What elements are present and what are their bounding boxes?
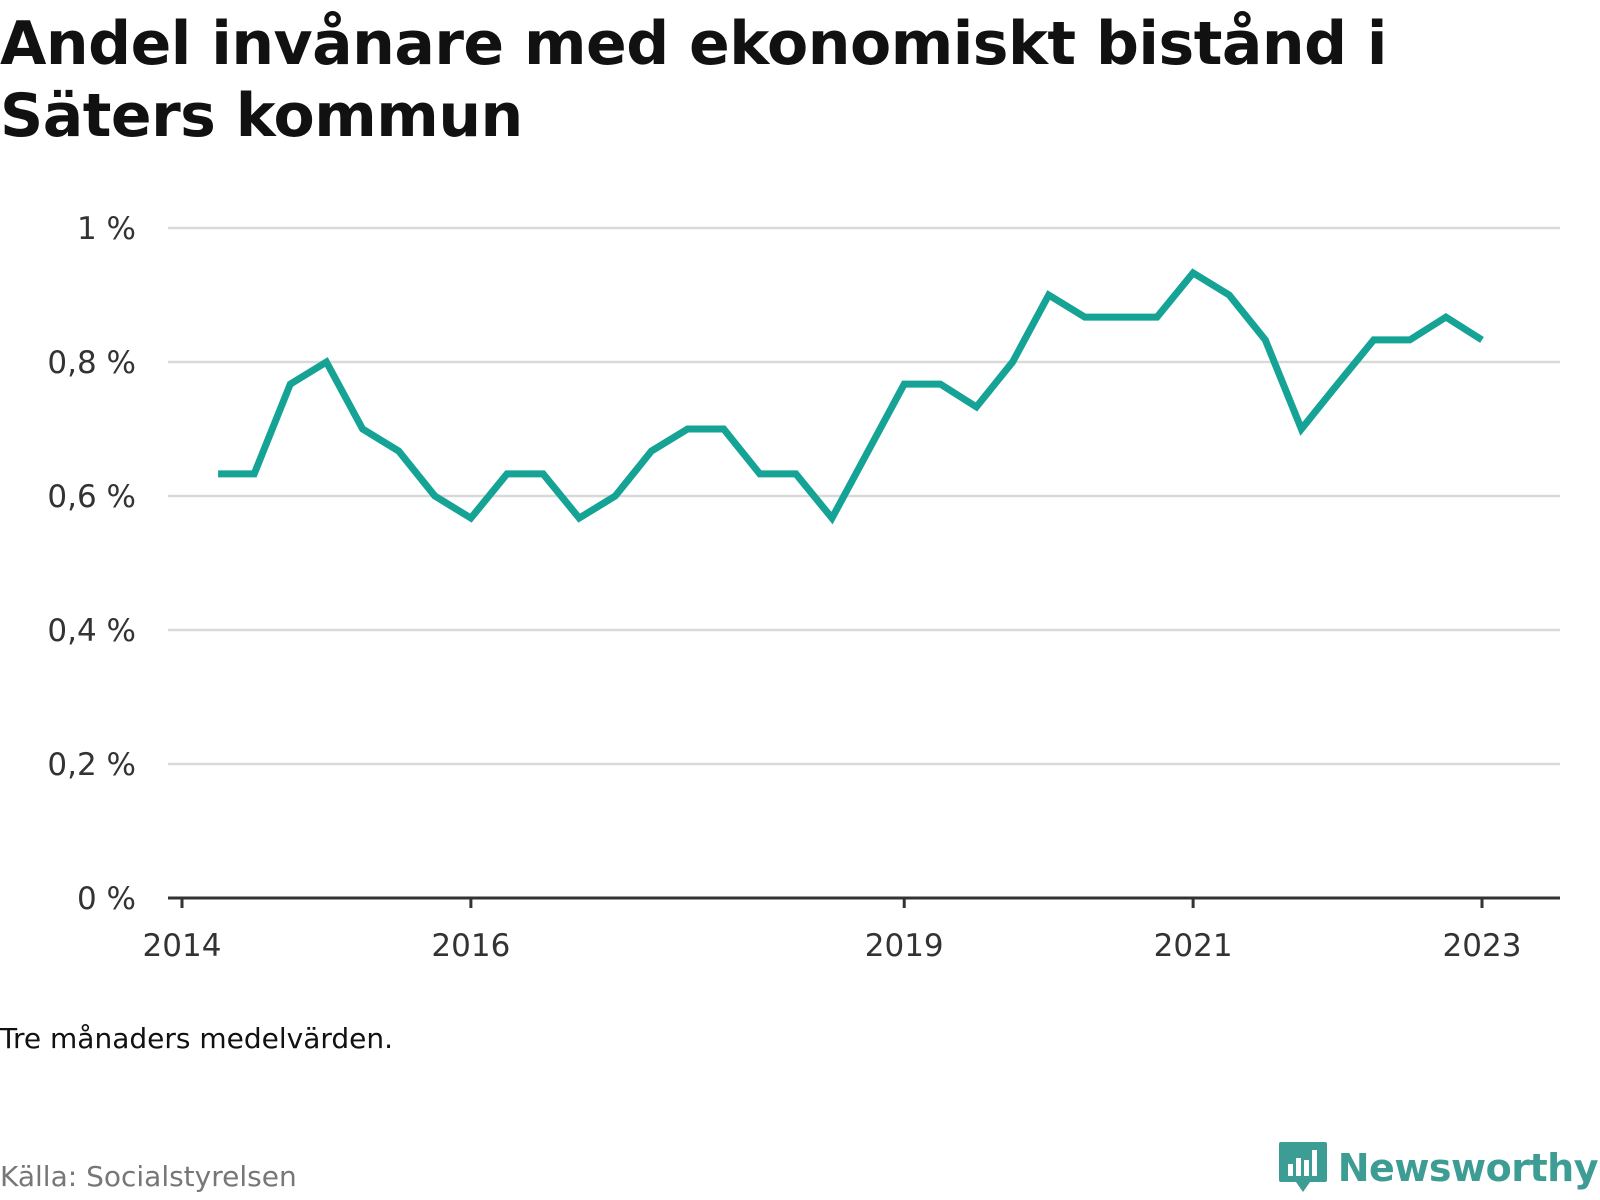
newsworthy-logo-icon	[1278, 1142, 1327, 1192]
x-tick-label: 2016	[431, 928, 510, 964]
y-axis-ticks: 0 % 0,2 % 0,4 % 0,6 % 0,8 % 1 %	[47, 211, 136, 917]
series-layer	[218, 268, 1484, 525]
x-tick-label: 2023	[1443, 928, 1522, 964]
source-label: Källa: Socialstyrelsen	[0, 1160, 297, 1193]
x-tick-label: 2021	[1154, 928, 1233, 964]
x-tick-label: 2014	[143, 928, 222, 964]
line-chart: 0 %0,2 %0,4 %0,6 %0,8 %1 % 2014 2016 2019 2…	[47, 211, 1560, 964]
brand-logo[interactable]: Newsworthy	[1278, 1140, 1599, 1196]
y-tick-label: 0,4 %	[47, 613, 136, 649]
series-line	[218, 268, 1484, 525]
y-tick-label: 0,6 %	[47, 479, 136, 515]
y-tick-label: 1 %	[77, 211, 136, 247]
y-tick-label: 0,2 %	[47, 747, 136, 783]
brand-name: Newsworthy	[1337, 1146, 1599, 1190]
x-tick-label: 2019	[865, 928, 944, 964]
y-tick-label: 0,8 %	[47, 345, 136, 381]
y-tick-label: 0 %	[77, 881, 136, 917]
chart-title: Andel invånare med ekonomiskt bistånd i …	[0, 9, 1387, 151]
chart-note: Tre månaders medelvärden.	[0, 1022, 394, 1055]
gridlines	[168, 226, 1560, 766]
x-axis-ticks: 2014 2016 2019 2021 2023	[143, 898, 1522, 964]
